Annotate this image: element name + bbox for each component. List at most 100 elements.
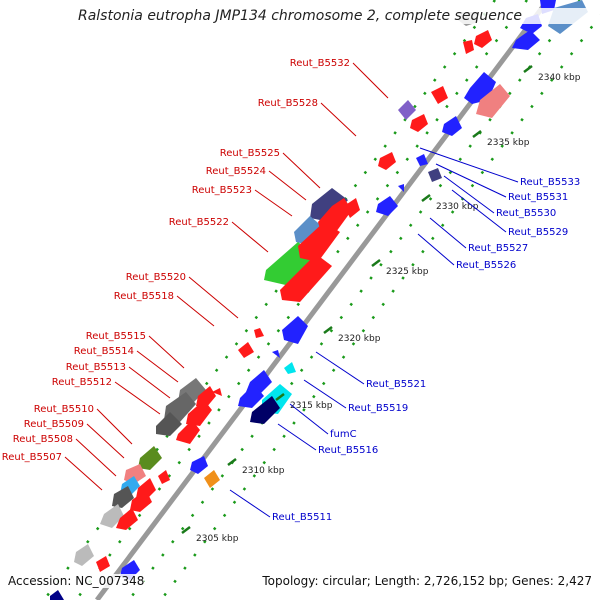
map-title: Ralstonia eutropha JMP134 chromosome 2, …	[0, 8, 600, 24]
leader-line	[443, 175, 495, 214]
gene-feature	[112, 486, 134, 508]
gene-label[interactable]: Reut_B5518	[114, 291, 174, 302]
gene-feature	[282, 316, 308, 344]
gene-label[interactable]: Reut_B5527	[468, 243, 528, 254]
gene-feature	[74, 544, 94, 566]
tick-mark	[275, 393, 285, 401]
gene-label[interactable]: Reut_B5523	[192, 185, 252, 196]
gene-label[interactable]: Reut_B5510	[34, 404, 94, 415]
leader-line	[231, 221, 269, 253]
leader-line	[315, 351, 365, 385]
gene-label[interactable]: Reut_B5524	[206, 166, 266, 177]
gene-feature	[116, 508, 138, 530]
gene-label[interactable]: Reut_B5514	[74, 346, 134, 357]
gene-feature	[250, 396, 280, 424]
gene-label[interactable]: Reut_B5529	[508, 227, 568, 238]
leader-line	[176, 295, 215, 327]
tick-label: 2310 kbp	[242, 466, 285, 476]
gene-feature	[156, 412, 182, 436]
gene-label[interactable]: Reut_B5533	[520, 177, 580, 188]
gene-feature	[50, 590, 64, 600]
leader-line	[75, 438, 117, 477]
gene-feature	[310, 188, 348, 222]
tick-mark	[181, 526, 191, 534]
gene-feature	[96, 556, 110, 572]
gene-label[interactable]: Reut_B5516	[318, 445, 378, 456]
gene-label[interactable]: Reut_B5526	[456, 260, 516, 271]
gene-label[interactable]: Reut_B5530	[496, 208, 556, 219]
gene-feature	[238, 342, 254, 358]
accession-label: Accession: NC_007348	[8, 574, 145, 588]
gene-label[interactable]: Reut_B5511	[272, 512, 332, 523]
tick-mark	[371, 259, 381, 267]
tick-label: 2335 kbp	[487, 138, 530, 148]
gene-label[interactable]: Reut_B5520	[126, 272, 186, 283]
gene-label[interactable]: Reut_B5513	[66, 362, 126, 373]
gene-feature	[398, 100, 416, 120]
leader-line	[277, 423, 317, 451]
gene-label[interactable]: Reut_B5528	[258, 98, 318, 109]
leader-line	[419, 147, 519, 183]
leader-line	[429, 217, 467, 249]
leader-line	[148, 335, 185, 369]
gene-feature	[190, 456, 208, 474]
leader-line	[136, 350, 179, 383]
gene-feature	[410, 114, 428, 132]
tick-mark	[323, 326, 333, 334]
gene-feature	[238, 384, 264, 408]
gene-label[interactable]: Reut_B5525	[220, 148, 280, 159]
gene-feature	[431, 86, 448, 104]
label-leader-lines	[64, 62, 519, 518]
gene-feature	[196, 386, 216, 408]
gene-label[interactable]: Reut_B5519	[348, 403, 408, 414]
gene-label[interactable]: Reut_B5521	[366, 379, 426, 390]
leader-line	[320, 102, 357, 137]
leader-line	[64, 456, 103, 491]
leader-line	[289, 403, 329, 435]
gene-feature	[254, 328, 264, 338]
leader-line	[254, 189, 293, 217]
gene-label[interactable]: Reut_B5522	[169, 217, 229, 228]
leader-line	[229, 489, 271, 518]
gene-feature	[428, 168, 442, 182]
gene-feature	[130, 490, 152, 512]
gene-feature	[442, 116, 462, 136]
gene-label[interactable]: Reut_B5532	[290, 58, 350, 69]
gene-label[interactable]: Reut_B5512	[52, 377, 112, 388]
tick-mark	[472, 130, 482, 138]
gene-feature	[512, 30, 540, 50]
tick-mark	[421, 194, 431, 202]
leader-line	[268, 170, 307, 201]
gene-feature	[344, 198, 360, 218]
gene-labels-right: Reut_B5533 Reut_B5531 Reut_B5530 Reut_B5529…	[272, 177, 580, 523]
gene-feature	[376, 196, 398, 216]
leader-line	[188, 276, 239, 319]
gene-label[interactable]: Reut_B5507	[2, 452, 62, 463]
gene-labels-left: Reut_B5532 Reut_B5528 Reut_B5525 Reut_B5524…	[2, 58, 350, 463]
gene-feature	[398, 184, 404, 192]
leader-line	[417, 233, 455, 266]
gene-feature	[463, 40, 474, 54]
gene-feature	[298, 222, 340, 262]
leader-line	[114, 381, 161, 415]
gene-feature	[158, 470, 170, 484]
tick-mark	[523, 65, 533, 73]
gene-label[interactable]: fumC	[330, 429, 357, 440]
leader-line	[435, 163, 507, 198]
gene-feature	[280, 254, 332, 302]
gene-feature	[378, 152, 396, 170]
leader-line	[451, 189, 507, 233]
tick-label: 2325 kbp	[386, 267, 429, 277]
tick-label: 2305 kbp	[196, 534, 239, 544]
gene-label[interactable]: Reut_B5509	[24, 419, 84, 430]
gene-label[interactable]: Reut_B5531	[508, 192, 568, 203]
tick-mark	[227, 458, 237, 466]
leader-line	[352, 62, 389, 99]
gene-feature	[474, 30, 492, 48]
gene-feature	[272, 350, 280, 358]
leader-line	[303, 379, 347, 409]
gene-label[interactable]: Reut_B5508	[13, 434, 73, 445]
gene-label[interactable]: Reut_B5515	[86, 331, 146, 342]
